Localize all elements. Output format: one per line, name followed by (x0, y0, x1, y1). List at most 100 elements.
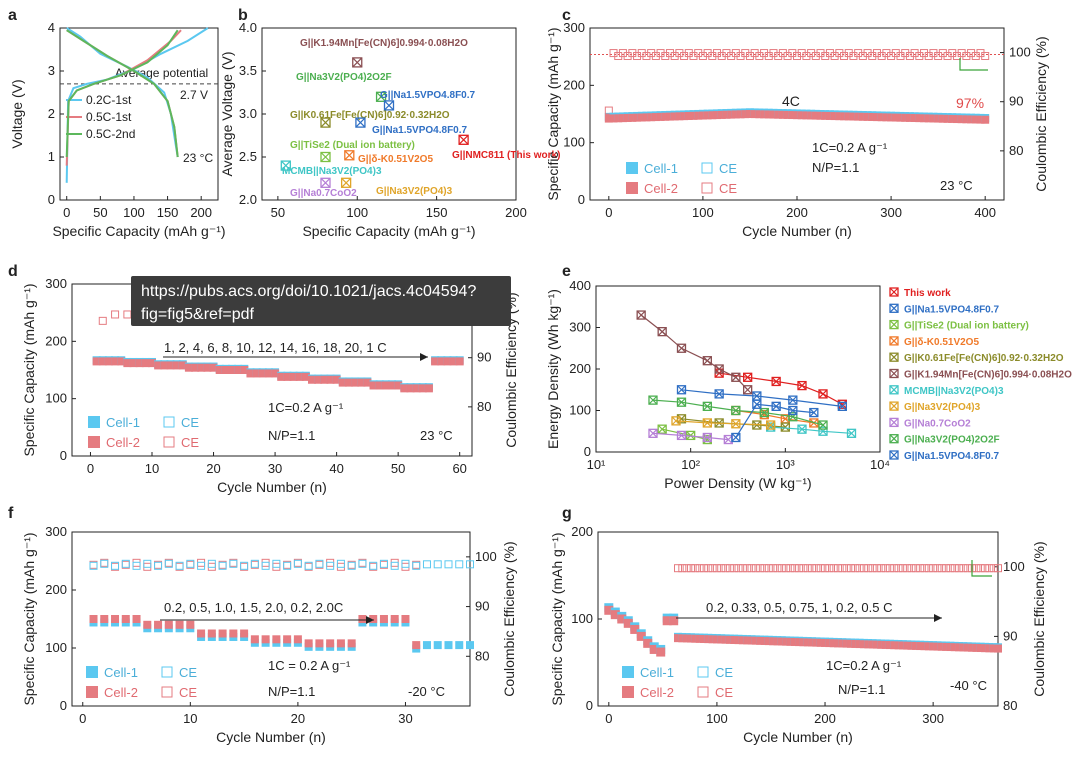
panel-f-xlabel: Cycle Number (n) (216, 729, 326, 745)
panel-d-ytick-label: 300 (45, 276, 67, 291)
panel-c-xtick-label: 0 (605, 205, 612, 220)
panel-f-y2tick-label: 100 (475, 549, 497, 564)
panel-e-series-point-6 (702, 356, 712, 366)
panel-e-legend-marker-5-x2 (889, 352, 899, 362)
panel-e-series-point-10-x2 (702, 401, 712, 411)
panel-e-legend-marker-6-x2 (889, 369, 899, 378)
panel-e-legend-marker-9-x2 (889, 417, 899, 427)
panel-e-series-point-7-box (797, 424, 807, 434)
panel-f-cell2-point (229, 629, 238, 638)
panel-f-cell2-point (111, 615, 120, 623)
panel-f-cell2-point (132, 615, 141, 623)
panel-d-xtick-label: 0 (87, 461, 94, 476)
panel-g-ce-point (972, 564, 981, 573)
panel-g-ce-point (725, 564, 734, 573)
panel-g-ce-point (773, 564, 782, 573)
panel-a-temp: 23 °C (183, 151, 213, 165)
panel-f-ce1-point (132, 561, 141, 570)
panel-f-cell2-point (283, 635, 292, 644)
panel-d-y2tick-label: 90 (477, 350, 491, 365)
panel-f-cell2-point (390, 615, 399, 623)
panel-f-ce1-point (218, 561, 227, 570)
panel-e-series-point-6-box (702, 356, 712, 366)
panel-f-legend-marker-3 (86, 686, 98, 698)
panel-f-ce1-point (111, 561, 120, 570)
panel-c-ytick-label: 300 (563, 20, 585, 35)
panel-b-point-9-box (280, 160, 291, 171)
panel-g-ce-point (911, 564, 920, 573)
panel-b-point-8-box (458, 134, 469, 145)
panel-e-series-point-8 (731, 419, 741, 429)
panel-g-ce-point (981, 564, 990, 573)
panel-f-ce1-point (164, 559, 173, 568)
panel-e-series-point-7-box (846, 428, 857, 438)
panel-e-ylabel: Energy Density (Wh kg⁻¹) (545, 289, 561, 449)
panel-e-series-point-5-x2 (780, 422, 790, 432)
panel-c-ytick-label: 100 (563, 135, 585, 150)
panel-f-ce1-point (240, 561, 249, 570)
panel-f-xtick-label: 10 (183, 711, 197, 726)
panel-f-cell2-point (154, 620, 163, 629)
panel-e-legend-marker-10-box (889, 434, 899, 444)
panel-c-legend-label-1: Cell-1 (644, 161, 678, 176)
panel-e-series-point-1 (818, 389, 828, 399)
panel-f-ce1-point (100, 559, 109, 568)
panel-e-series-point-6-x2 (743, 385, 753, 395)
panel-d-xtick-label: 20 (206, 461, 220, 476)
panel-e-series-point-3-box (657, 424, 667, 434)
panel-g-ce-point (864, 564, 873, 573)
panel-e-series-line-9 (652, 432, 729, 441)
panel-b-point-2-x2 (376, 91, 386, 102)
panel-e-series-point-9 (648, 428, 658, 438)
panel-e-series-point-7-box (818, 426, 828, 436)
panel-d-legend-label-2: CE (181, 415, 199, 430)
url-tooltip: https://pubs.acs.org/doi/10.1021/jacs.4c… (131, 276, 511, 326)
panel-e-series-point-10-x2 (648, 395, 658, 405)
panel-e-series-point-6 (714, 364, 724, 374)
panel-g-ce-point (786, 564, 795, 573)
panel-e-series-point-9 (702, 432, 712, 443)
panel-c-ce-point (614, 52, 623, 61)
panel-e-series-point-6-x2 (657, 327, 667, 337)
panel-g-ce-point (916, 564, 925, 573)
panel-e-series-point-2-box (714, 389, 724, 399)
panel-e-series-point-1-box (743, 372, 753, 382)
panel-e-legend-marker-6 (889, 368, 899, 379)
panel-c-ce-point (698, 52, 707, 61)
panel-f-legend-marker-2 (161, 666, 173, 678)
panel-c-ce-point (811, 52, 820, 61)
panel-b-point-label-10: G||Na0.7CoO2 (290, 188, 357, 199)
panel-f-temp: -20 °C (408, 684, 445, 699)
panel-c-cell2-point (981, 115, 990, 124)
panel-f-cell1-point (433, 641, 442, 650)
panel-e-legend-label-1: This work (904, 288, 951, 299)
panel-g-ce-point (842, 564, 851, 573)
panel-f-label: f (8, 505, 14, 522)
panel-c-axis-arrow (959, 58, 988, 71)
panel-c-y2tick-label: 100 (1009, 45, 1031, 60)
panel-c-ce-point (816, 49, 825, 58)
panel-c-ce-point (788, 49, 797, 58)
panel-c-retention-label: 97% (956, 95, 984, 111)
panel-e-xtick-label: 10⁴ (870, 457, 890, 472)
panel-e-series-point-1-x2 (743, 372, 753, 382)
panel-d-xlabel: Cycle Number (n) (217, 479, 327, 495)
panel-b-point-label-6: G||TiSe2 (Dual ion battery) (290, 140, 415, 151)
panel-e-series-point-3 (657, 424, 667, 434)
panel-e-series-point-7-x2 (847, 428, 856, 438)
panel-e-legend-marker-11-box (889, 450, 899, 460)
panel-c-ce-point (896, 52, 905, 61)
panel-a-frame (59, 27, 219, 201)
panel-g-ce-point (760, 564, 769, 573)
panel-e-legend-marker-10 (889, 434, 899, 444)
panel-g-ce-point (829, 564, 838, 573)
panel-b-point-10-box (320, 177, 331, 188)
panel-e-ytick-label: 200 (569, 361, 591, 376)
panel-f-xtick-label: 20 (291, 711, 305, 726)
panel-d-legend-label-1: Cell-1 (106, 415, 140, 430)
panel-e-series-point-8-x2 (731, 419, 741, 429)
panel-e-series-point-2 (714, 389, 724, 399)
panel-e-series-point-1-x2 (797, 381, 807, 391)
panel-e-series-point-11-box (771, 401, 781, 412)
panel-b-point-5 (355, 117, 366, 128)
